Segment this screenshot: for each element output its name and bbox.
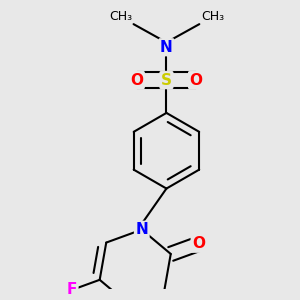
Text: F: F	[67, 282, 77, 297]
Text: O: O	[130, 73, 143, 88]
Text: CH₃: CH₃	[109, 10, 132, 22]
Text: N: N	[160, 40, 173, 55]
Text: S: S	[161, 73, 172, 88]
Text: CH₃: CH₃	[201, 10, 224, 22]
Text: O: O	[190, 73, 202, 88]
Text: O: O	[192, 236, 205, 251]
Text: N: N	[135, 222, 148, 237]
